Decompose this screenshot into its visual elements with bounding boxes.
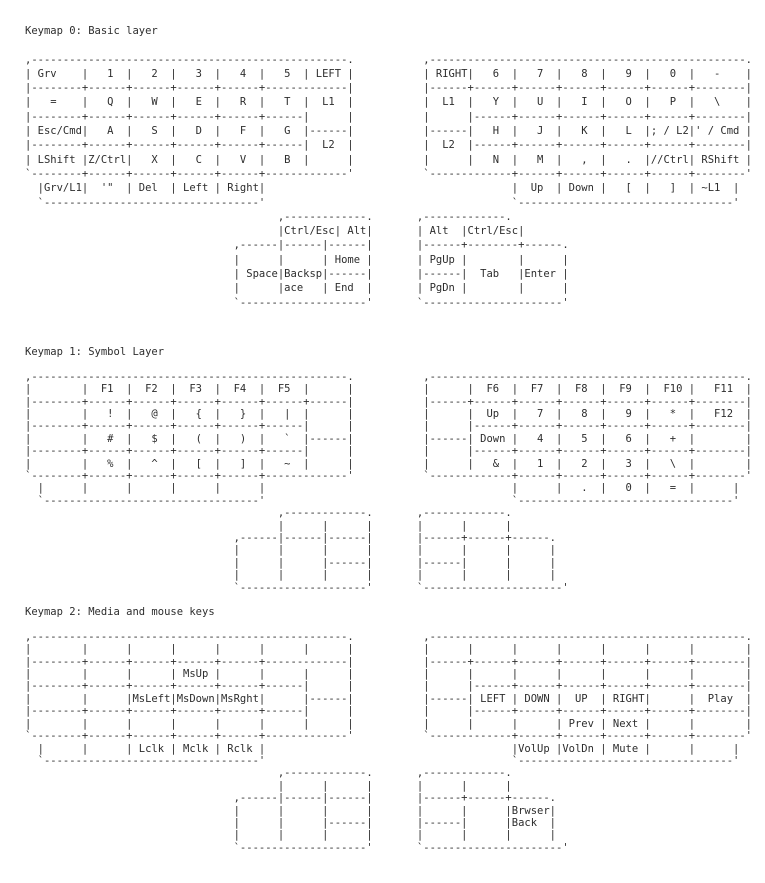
keymap-0-title: Keymap 0: Basic layer (25, 25, 158, 37)
keymap-section-basic-layer: Keymap 0: Basic layer ,-----------------… (25, 24, 765, 310)
keymap-1-title: Keymap 1: Symbol Layer (25, 345, 165, 358)
keymap-section-media-mouse-keys: Keymap 2: Media and mouse keys ,--------… (25, 606, 765, 854)
keymap-2-title: Keymap 2: Media and mouse keys (25, 606, 215, 619)
keymap-2-ascii-diagram: ,---------------------------------------… (25, 630, 752, 854)
keymap-0-ascii-diagram: ,---------------------------------------… (25, 53, 752, 309)
keymap-1-ascii-diagram: ,---------------------------------------… (25, 370, 752, 594)
keymap-section-symbol-layer: Keymap 1: Symbol Layer ,----------------… (25, 346, 765, 594)
